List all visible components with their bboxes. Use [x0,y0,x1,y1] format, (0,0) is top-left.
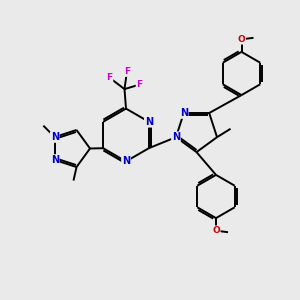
Text: N: N [122,156,130,167]
Text: F: F [136,80,142,89]
Text: N: N [172,132,180,142]
Text: N: N [145,117,153,127]
Text: F: F [106,73,112,82]
Text: F: F [124,67,130,76]
Text: O: O [212,226,220,235]
Text: N: N [180,108,188,118]
Text: O: O [238,35,245,44]
Text: N: N [51,155,59,165]
Text: N: N [51,132,59,142]
